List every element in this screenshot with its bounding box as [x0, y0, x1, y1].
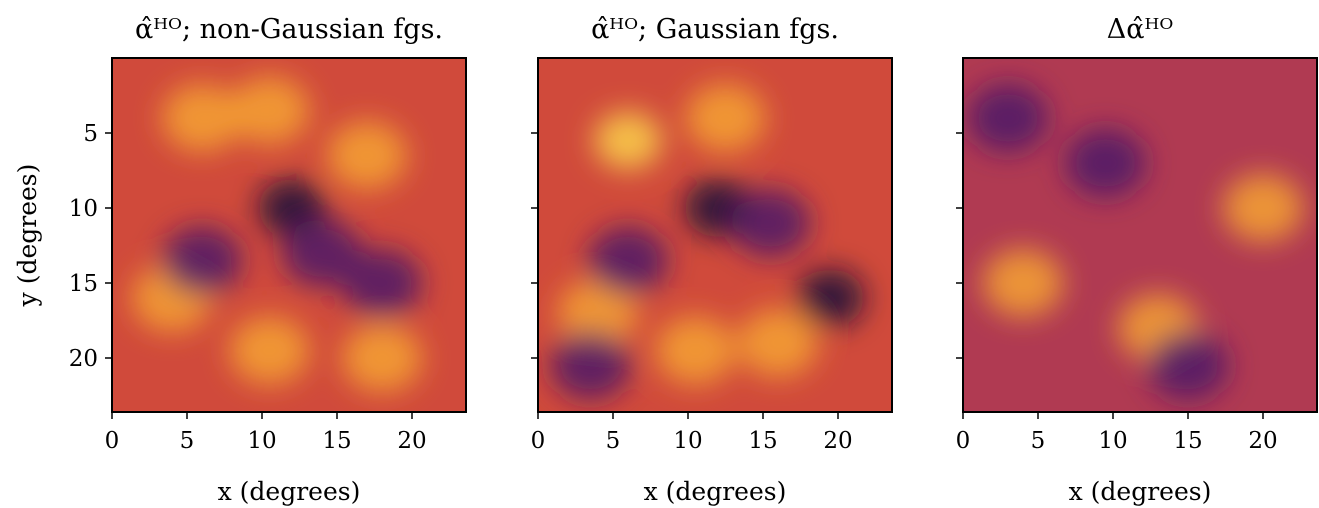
x-tick-label: 5 — [606, 428, 621, 454]
x-axis-label: x (degrees) — [218, 477, 361, 506]
heatmap-feature-dark — [1148, 331, 1228, 400]
axes-frame — [537, 57, 893, 413]
heatmap-feature-very-dark — [796, 269, 865, 327]
heatmap-feature-dark — [162, 226, 242, 295]
x-tick-label: 10 — [1098, 428, 1127, 454]
heatmap-feature-bright — [229, 316, 310, 385]
x-tick-label: 10 — [247, 428, 276, 454]
x-tick-label: 10 — [673, 428, 702, 454]
x-axis-label: x (degrees) — [1069, 477, 1212, 506]
heatmap-feature-dark — [968, 84, 1048, 152]
heatmap-feature-bright — [327, 121, 407, 190]
y-axis-label: y (degrees) — [13, 164, 42, 308]
heatmap-feature-bright — [229, 76, 310, 145]
x-tick-label: 15 — [322, 428, 351, 454]
heatmap-feature-dark — [342, 249, 422, 317]
heatmap-feature-bright — [655, 316, 736, 385]
x-tick-label: 5 — [1031, 428, 1046, 454]
heatmap-field — [550, 84, 865, 400]
panel-3: Δα̂ᴴᴼ 0 5 10 15 20 x (degrees) — [956, 14, 1318, 506]
x-tick-label: 20 — [397, 428, 426, 454]
x-tick-label: 0 — [531, 428, 546, 454]
heatmap-feature-dark — [1065, 129, 1146, 197]
axes-frame — [111, 57, 467, 413]
panel-title: Δα̂ᴴᴼ — [1107, 14, 1174, 45]
y-tick-label: 10 — [69, 196, 98, 222]
heatmap-feature-bright — [558, 279, 638, 347]
heatmap-feature-dark — [550, 331, 631, 400]
y-tick-label: 15 — [69, 271, 98, 297]
y-tick-label: 5 — [83, 121, 98, 147]
heatmap-feature-bright — [738, 309, 818, 377]
heatmap-feature-bright — [685, 84, 766, 152]
x-tick-label: 20 — [823, 428, 852, 454]
x-tick-label: 15 — [748, 428, 777, 454]
x-tick-label: 20 — [1248, 428, 1277, 454]
panel-2: α̂ᴴᴼ; Gaussian fgs. 0 5 10 15 20 x (degrees) — [531, 14, 893, 506]
heatmap-field — [968, 84, 1303, 400]
heatmap-feature-dark — [282, 219, 362, 287]
x-tick-label: 0 — [105, 428, 120, 454]
heatmap-feature-very-bright — [594, 111, 662, 170]
panel-title: α̂ᴴᴼ; Gaussian fgs. — [591, 14, 839, 45]
heatmap-feature-bright — [1223, 174, 1303, 242]
x-tick-label: 15 — [1173, 428, 1202, 454]
panel-title: α̂ᴴᴼ; non-Gaussian fgs. — [135, 14, 443, 45]
heatmap-feature-bright — [983, 249, 1063, 317]
heatmap-feature-dark — [730, 189, 811, 257]
heatmap-feature-dark — [588, 226, 668, 295]
heatmap-field — [132, 76, 422, 392]
x-tick-label: 5 — [180, 428, 195, 454]
y-tick-label: 20 — [69, 346, 98, 372]
panel-1: α̂ᴴᴼ; non-Gaussian fgs. 0 5 10 15 20 5 10 15 20 x … — [13, 14, 467, 506]
x-tick-label: 0 — [956, 428, 971, 454]
x-axis-label: x (degrees) — [644, 477, 787, 506]
heatmap-feature-bright — [162, 84, 242, 152]
axes-frame — [962, 57, 1318, 413]
heatmap-feature-bright — [342, 324, 422, 392]
